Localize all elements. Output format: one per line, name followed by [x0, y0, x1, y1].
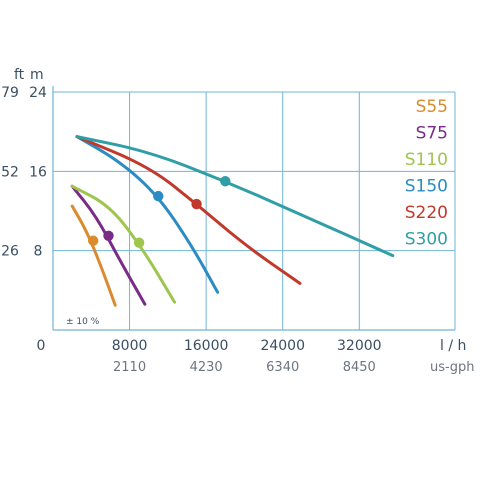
x-tick: 8000 — [112, 338, 148, 354]
y-unit-ft: ft — [14, 67, 25, 83]
x-tick: 32000 — [337, 338, 382, 354]
legend-s75: S75 — [416, 124, 448, 144]
x-tick: 0 — [37, 338, 46, 354]
x-tick: 16000 — [184, 338, 229, 354]
y-tick-m: 8 — [34, 244, 43, 260]
x-unit-usgph: us-gph — [430, 360, 474, 375]
x-tick-secondary: 6340 — [266, 360, 299, 375]
y-unit-m: m — [30, 67, 44, 83]
marker-s75 — [103, 230, 114, 241]
y-tick-ft: 26 — [1, 244, 19, 260]
tolerance-note: ± 10 % — [66, 317, 100, 327]
marker-s300 — [220, 176, 231, 187]
x-unit-lh: l / h — [440, 338, 466, 354]
legend-s220: S220 — [405, 203, 448, 223]
y-tick-ft: 52 — [1, 164, 19, 180]
x-tick-secondary: 2110 — [113, 360, 146, 375]
marker-s110 — [133, 237, 145, 248]
y-tick-ft: 79 — [1, 85, 19, 101]
curve-s150 — [75, 135, 220, 294]
x-tick-secondary: 8450 — [343, 360, 376, 375]
marker-s150 — [153, 190, 164, 202]
curve-s110 — [70, 184, 177, 304]
y-tick-m: 16 — [29, 164, 47, 180]
x-tick: 24000 — [260, 338, 305, 354]
legend-s300: S300 — [405, 230, 448, 250]
x-tick-secondary: 4230 — [190, 360, 223, 375]
marker-s220 — [191, 198, 202, 210]
legend-s150: S150 — [405, 177, 448, 197]
y-tick-m: 24 — [29, 85, 47, 101]
legend-s55: S55 — [416, 97, 448, 117]
legend-s110: S110 — [405, 150, 448, 170]
curve-s55 — [70, 204, 117, 307]
marker-s55 — [88, 235, 99, 246]
